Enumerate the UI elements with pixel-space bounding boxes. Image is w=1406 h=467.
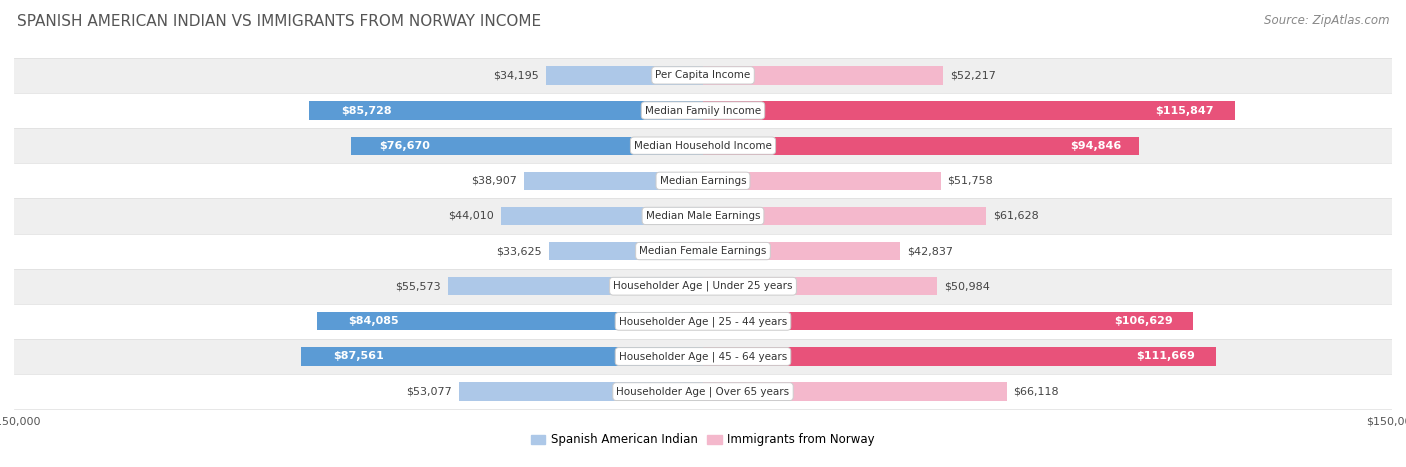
Text: $38,907: $38,907 (471, 176, 517, 186)
Bar (703, 101, 1234, 120)
Text: Householder Age | 25 - 44 years: Householder Age | 25 - 44 years (619, 316, 787, 326)
Bar (14, 374, 1392, 409)
Bar (301, 347, 703, 366)
Bar (14, 128, 1392, 163)
Text: Median Family Income: Median Family Income (645, 106, 761, 115)
Bar (14, 234, 1392, 269)
Bar (14, 58, 1392, 93)
Bar (501, 207, 703, 225)
Text: Householder Age | Under 25 years: Householder Age | Under 25 years (613, 281, 793, 291)
Legend: Spanish American Indian, Immigrants from Norway: Spanish American Indian, Immigrants from… (526, 429, 880, 451)
Bar (460, 382, 703, 401)
Bar (546, 66, 703, 85)
Bar (703, 207, 986, 225)
Text: $53,077: $53,077 (406, 387, 453, 396)
Bar (352, 136, 703, 155)
Text: Median Household Income: Median Household Income (634, 141, 772, 151)
Bar (14, 269, 1392, 304)
Text: $44,010: $44,010 (449, 211, 494, 221)
Text: $76,670: $76,670 (380, 141, 430, 151)
Bar (14, 339, 1392, 374)
Bar (703, 382, 1007, 401)
Text: $55,573: $55,573 (395, 281, 441, 291)
Text: $61,628: $61,628 (993, 211, 1039, 221)
Text: Householder Age | Over 65 years: Householder Age | Over 65 years (616, 386, 790, 397)
Bar (703, 347, 1216, 366)
Bar (524, 172, 703, 190)
Text: $87,561: $87,561 (333, 352, 384, 361)
Text: $115,847: $115,847 (1156, 106, 1213, 115)
Text: Median Male Earnings: Median Male Earnings (645, 211, 761, 221)
Text: $34,195: $34,195 (494, 71, 538, 80)
Bar (703, 66, 943, 85)
Bar (703, 172, 941, 190)
Text: $50,984: $50,984 (943, 281, 990, 291)
Text: Median Female Earnings: Median Female Earnings (640, 246, 766, 256)
Text: $94,846: $94,846 (1070, 141, 1121, 151)
Text: $66,118: $66,118 (1014, 387, 1059, 396)
Bar (703, 277, 938, 295)
Bar (703, 136, 1139, 155)
Bar (548, 242, 703, 260)
Bar (309, 101, 703, 120)
Bar (14, 93, 1392, 128)
Text: Median Earnings: Median Earnings (659, 176, 747, 186)
Bar (14, 163, 1392, 198)
Text: $33,625: $33,625 (496, 246, 541, 256)
Bar (703, 242, 900, 260)
Text: $84,085: $84,085 (347, 316, 398, 326)
Text: $111,669: $111,669 (1136, 352, 1195, 361)
Text: Per Capita Income: Per Capita Income (655, 71, 751, 80)
Text: SPANISH AMERICAN INDIAN VS IMMIGRANTS FROM NORWAY INCOME: SPANISH AMERICAN INDIAN VS IMMIGRANTS FR… (17, 14, 541, 29)
Bar (14, 198, 1392, 234)
Text: $51,758: $51,758 (948, 176, 994, 186)
Text: Source: ZipAtlas.com: Source: ZipAtlas.com (1264, 14, 1389, 27)
Bar (447, 277, 703, 295)
Text: $52,217: $52,217 (949, 71, 995, 80)
Bar (316, 312, 703, 331)
Text: Householder Age | 45 - 64 years: Householder Age | 45 - 64 years (619, 351, 787, 362)
Text: $106,629: $106,629 (1115, 316, 1173, 326)
Bar (703, 312, 1192, 331)
Text: $42,837: $42,837 (907, 246, 953, 256)
Bar (14, 304, 1392, 339)
Text: $85,728: $85,728 (340, 106, 391, 115)
